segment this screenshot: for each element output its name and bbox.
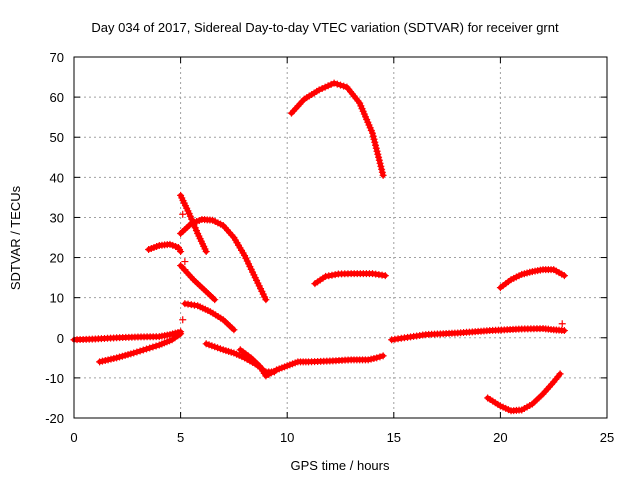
series-trace xyxy=(178,216,269,303)
y-tick-label: 50 xyxy=(50,130,64,145)
series-markers xyxy=(311,270,389,288)
series-arc-2 xyxy=(96,330,185,366)
data-point xyxy=(179,316,187,324)
series-arc-8 xyxy=(202,340,278,376)
series-arc-10 xyxy=(287,79,387,179)
x-tick-label: 15 xyxy=(387,430,401,445)
series-outliers xyxy=(179,210,566,328)
y-tick-label: 0 xyxy=(57,331,64,346)
series-arc-14 xyxy=(484,370,564,415)
y-tick-label: 40 xyxy=(50,170,64,185)
x-tick-label: 5 xyxy=(177,430,184,445)
data-point xyxy=(179,210,187,218)
axis-ticks: -20 -10 0 10 20 30 40 50 60 70 0 5 10 15 20 25 xyxy=(45,50,614,445)
series-arc-6 xyxy=(177,262,219,304)
data-point xyxy=(558,320,566,328)
series-arc-9 xyxy=(236,346,387,380)
series-arc-7 xyxy=(181,300,238,334)
y-tick-label: 10 xyxy=(50,291,64,306)
x-tick-label: 25 xyxy=(600,430,614,445)
y-axis-label: SDTVAR / TECUs xyxy=(8,185,23,290)
y-tick-label: -10 xyxy=(45,371,64,386)
chart-title: Day 034 of 2017, Sidereal Day-to-day VTE… xyxy=(91,20,559,35)
series-markers xyxy=(484,370,564,415)
series-arc-3 xyxy=(145,240,185,256)
series-markers xyxy=(181,300,238,334)
series-markers xyxy=(388,325,568,344)
series-markers xyxy=(145,240,185,256)
y-tick-label: -20 xyxy=(45,411,64,426)
y-tick-label: 30 xyxy=(50,210,64,225)
x-tick-label: 20 xyxy=(493,430,507,445)
plot-frame xyxy=(73,56,608,419)
series-arc-13 xyxy=(496,266,568,292)
series-markers xyxy=(177,215,270,304)
series-markers xyxy=(236,346,387,380)
y-tick-label: 70 xyxy=(50,50,64,65)
series-markers xyxy=(496,266,568,292)
series-markers xyxy=(177,262,219,304)
data-point xyxy=(181,266,189,274)
series-markers xyxy=(287,79,387,179)
data-point xyxy=(181,258,189,266)
x-axis-label: GPS time / hours xyxy=(291,458,390,473)
series-markers xyxy=(177,191,210,256)
series-arc-11 xyxy=(311,270,389,288)
x-tick-label: 0 xyxy=(70,430,77,445)
series-markers xyxy=(96,330,185,366)
y-tick-label: 20 xyxy=(50,251,64,266)
series-arc-5 xyxy=(177,215,270,304)
x-tick-label: 10 xyxy=(280,430,294,445)
series-arc-12 xyxy=(388,325,568,344)
data-layer xyxy=(70,79,568,415)
grid xyxy=(74,57,607,418)
y-tick-label: 60 xyxy=(50,90,64,105)
